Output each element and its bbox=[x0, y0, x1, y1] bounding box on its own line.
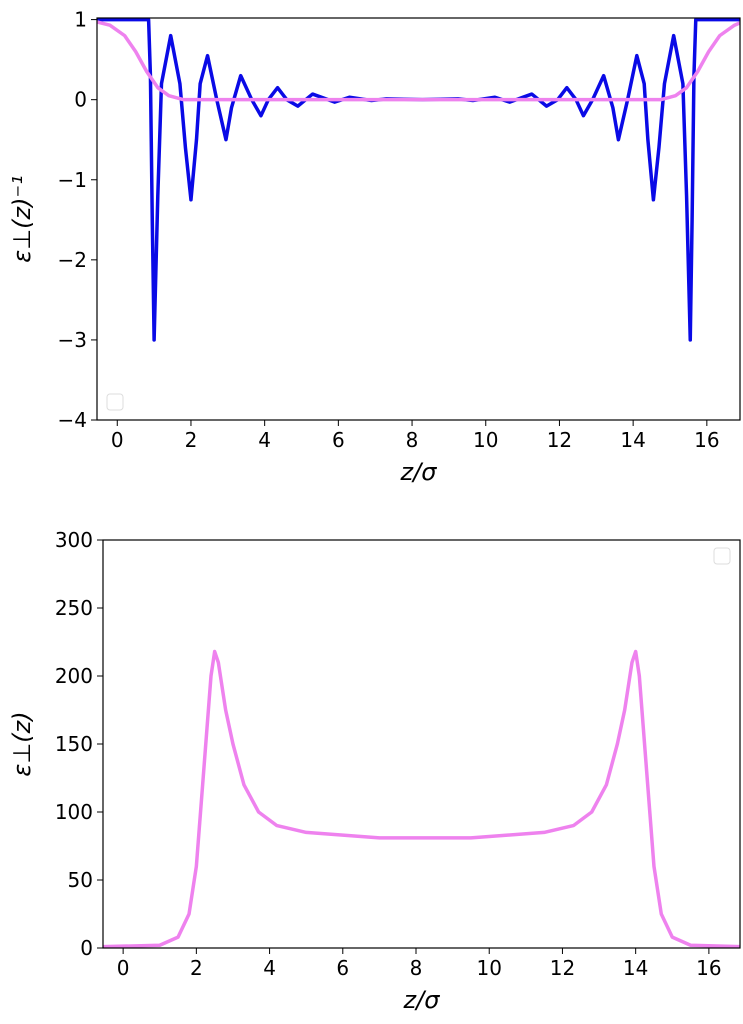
y-tick-label: −1 bbox=[58, 168, 87, 192]
axes-frame bbox=[96, 17, 741, 421]
x-tick-label: 14 bbox=[620, 428, 645, 452]
x-tick-label: 0 bbox=[117, 956, 130, 980]
x-tick-label: 4 bbox=[263, 956, 276, 980]
x-tick-label: 10 bbox=[477, 956, 502, 980]
x-tick-label: 8 bbox=[406, 428, 419, 452]
y-tick-label: 200 bbox=[55, 664, 93, 688]
y-tick-label: 250 bbox=[55, 596, 93, 620]
y-tick-label: −4 bbox=[58, 408, 87, 432]
line-series bbox=[97, 20, 740, 102]
x-tick-label: 8 bbox=[410, 956, 423, 980]
x-tick-label: 6 bbox=[332, 428, 345, 452]
y-axis-label: ε⊥(z)⁻¹ bbox=[8, 175, 36, 263]
y-tick-label: −2 bbox=[58, 248, 87, 272]
x-axis-label: z/σ bbox=[403, 986, 441, 1014]
x-tick-label: 16 bbox=[694, 428, 719, 452]
x-tick-label: 2 bbox=[185, 428, 198, 452]
x-tick-label: 2 bbox=[190, 956, 203, 980]
x-tick-label: 14 bbox=[623, 956, 648, 980]
x-axis-label: z/σ bbox=[400, 458, 438, 486]
x-tick-label: 12 bbox=[550, 956, 575, 980]
x-tick-label: 6 bbox=[336, 956, 349, 980]
y-tick-label: 0 bbox=[74, 88, 87, 112]
x-tick-label: 4 bbox=[258, 428, 271, 452]
y-axis-label: ε⊥(z) bbox=[8, 711, 36, 776]
x-tick-label: 10 bbox=[473, 428, 498, 452]
y-tick-label: 50 bbox=[68, 868, 93, 892]
y-tick-label: 1 bbox=[74, 8, 87, 32]
x-tick-label: 0 bbox=[111, 428, 124, 452]
x-tick-label: 12 bbox=[547, 428, 572, 452]
y-tick-label: 150 bbox=[55, 732, 93, 756]
legend-box bbox=[106, 393, 124, 411]
legend-box bbox=[713, 547, 731, 565]
y-tick-label: −3 bbox=[58, 328, 87, 352]
line-series bbox=[103, 649, 740, 948]
y-tick-label: 0 bbox=[80, 936, 93, 960]
y-tick-label: 100 bbox=[55, 800, 93, 824]
line-series bbox=[97, 18, 740, 342]
y-tick-label: 300 bbox=[55, 528, 93, 552]
x-tick-label: 16 bbox=[696, 956, 721, 980]
